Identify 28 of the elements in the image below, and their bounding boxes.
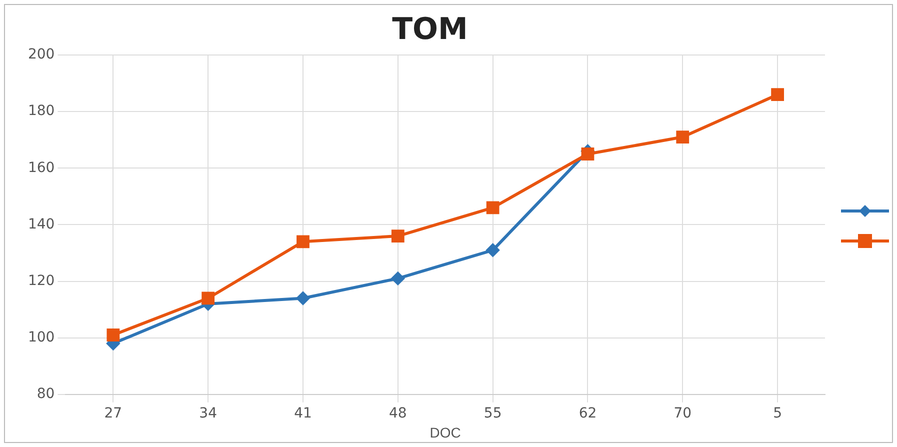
point: [296, 235, 310, 248]
point: [296, 292, 310, 305]
x-tick-label: 27: [104, 405, 122, 422]
y-tick-label: 140: [28, 216, 55, 232]
chart-title: TOM: [392, 12, 468, 47]
point: [391, 230, 404, 242]
y-tick-label: 160: [28, 160, 55, 176]
point: [391, 272, 404, 285]
point: [676, 130, 690, 144]
x-tick-label: 34: [199, 405, 218, 422]
x-tick-label: 55: [484, 405, 502, 422]
point: [486, 244, 500, 257]
x-tick-label: 62: [578, 405, 597, 422]
y-tick-label: 180: [28, 103, 55, 120]
y-tick-label: 80: [36, 386, 55, 402]
x-tick-label: 48: [388, 405, 407, 422]
point: [771, 88, 784, 102]
point: [581, 148, 594, 160]
x-axis-title: DOC: [430, 424, 461, 440]
point: [106, 328, 120, 342]
x-tick-label: 41: [294, 405, 312, 422]
y-tick-label: 120: [28, 272, 55, 289]
y-tick-label: 100: [28, 329, 55, 346]
x-tick-label: 70: [674, 405, 692, 422]
x-tick-label: 5: [773, 405, 782, 422]
point: [486, 201, 500, 214]
point: [202, 292, 215, 305]
y-tick-label: 200: [28, 46, 55, 63]
